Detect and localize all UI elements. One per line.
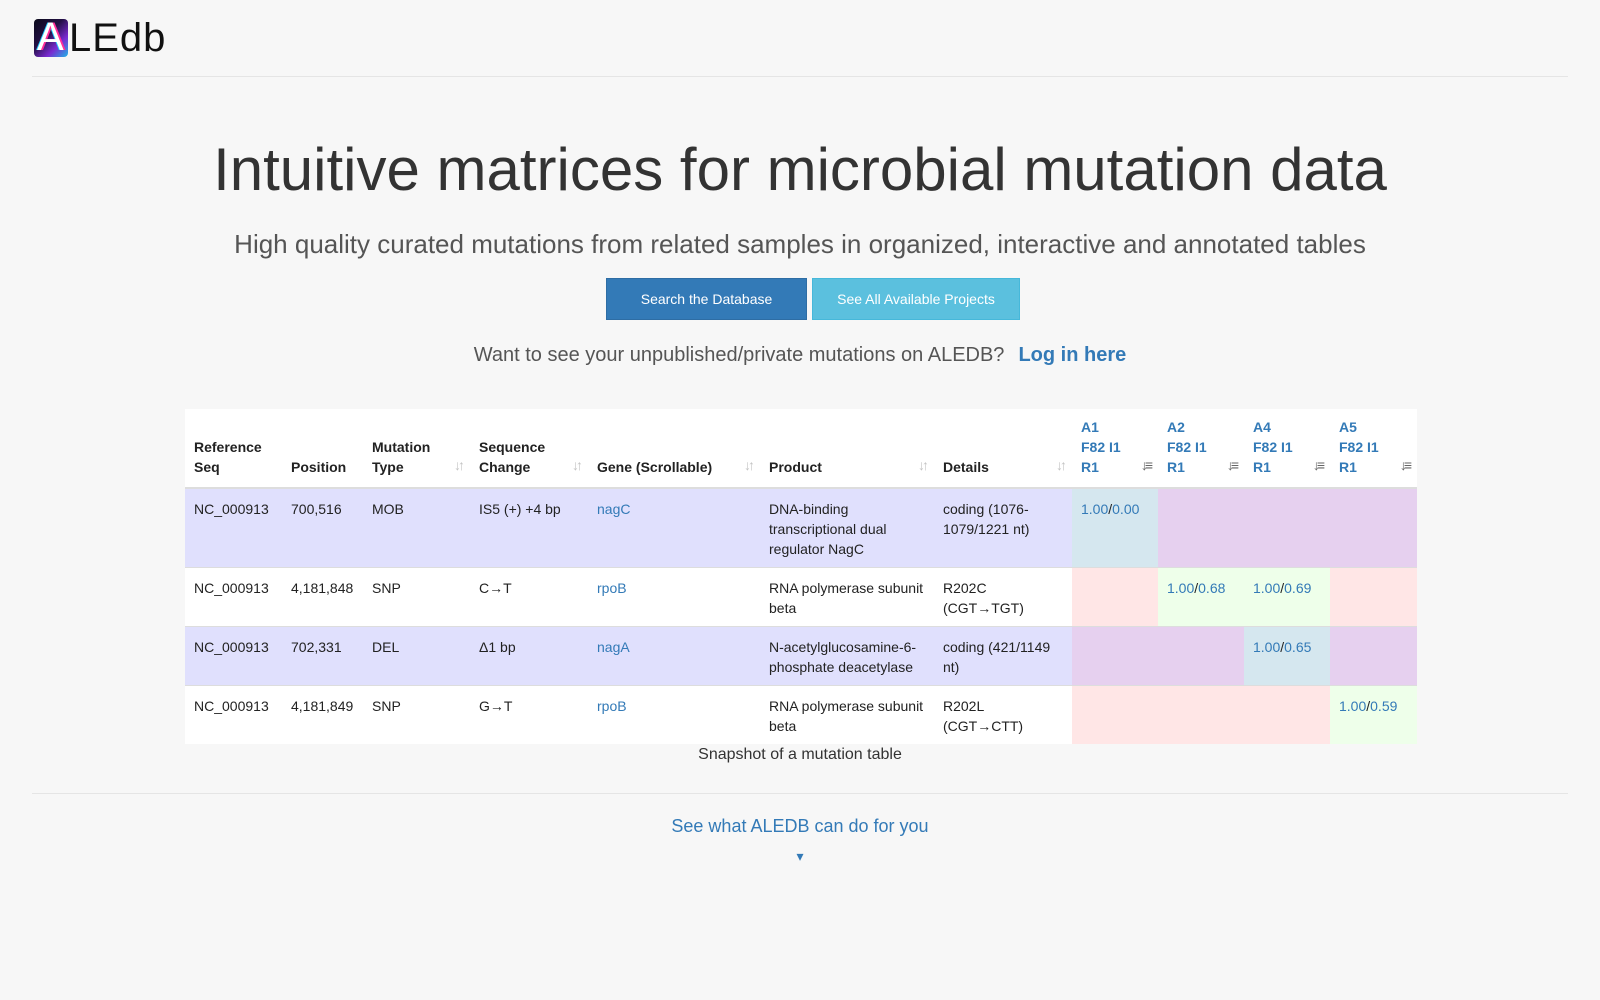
login-link[interactable]: Log in here: [1018, 344, 1127, 366]
cell-mutation-type: SNP: [363, 567, 470, 627]
top-navbar: [32, 0, 1568, 77]
cell-sequence-change: IS5 (+) +4 bp: [470, 487, 588, 568]
cell-product: RNA polymerase subunit beta: [760, 567, 934, 627]
table-row: NC_000913 700,516 MOB IS5 (+) +4 bp nagC…: [185, 487, 1417, 568]
frequency-value[interactable]: 1.00/0.00: [1081, 501, 1140, 517]
gene-link[interactable]: nagA: [597, 639, 630, 655]
hero-title: Intuitive matrices for microbial mutatio…: [213, 136, 1387, 203]
header-sample-a4[interactable]: A4 F82 I1 R1 ↓≡: [1244, 409, 1330, 489]
cell-gene: nagA: [588, 626, 760, 686]
see-what-link[interactable]: See what ALEDB can do for you: [671, 816, 929, 836]
cell-position: 4,181,849: [282, 685, 363, 744]
cell-mutation-type: SNP: [363, 685, 470, 744]
sort-icon[interactable]: ↓↑: [454, 457, 465, 473]
sort-desc-icon[interactable]: ↓≡: [1399, 457, 1412, 473]
cell-gene: rpoB: [588, 685, 760, 744]
table-row: NC_000913 4,181,849 SNP G→T rpoB RNA pol…: [185, 685, 1417, 744]
header-gene[interactable]: Gene (Scrollable) ↓↑: [588, 409, 760, 489]
header-sample-a2[interactable]: A2 F82 I1 R1 ↓≡: [1158, 409, 1244, 489]
cell-ref-seq: NC_000913: [185, 626, 282, 686]
cell-ref-seq: NC_000913: [185, 487, 282, 568]
cell-position: 700,516: [282, 487, 363, 568]
cell-details: coding (1076-1079/1221 nt): [934, 487, 1072, 568]
frequency-value[interactable]: 1.00/0.69: [1253, 580, 1312, 596]
sort-icon[interactable]: ↓↑: [1056, 457, 1067, 473]
header-sample-a5[interactable]: A5 F82 I1 R1 ↓≡: [1330, 409, 1417, 489]
header-mutation-type[interactable]: Mutation Type ↓↑: [363, 409, 470, 489]
hero-buttons: Search the Database See All Available Pr…: [606, 278, 1020, 320]
header-product[interactable]: Product ↓↑: [760, 409, 934, 489]
frequency-value[interactable]: 1.00/0.68: [1167, 580, 1226, 596]
cell-product: N-acetylglucosamine-6-phosphate deacetyl…: [760, 626, 934, 686]
table-row: NC_000913 4,181,848 SNP C→T rpoB RNA pol…: [185, 567, 1417, 627]
cell-freq-a4: 1.00/0.69: [1244, 567, 1330, 627]
section-divider: [32, 793, 1568, 794]
sort-icon[interactable]: ↓↑: [744, 457, 755, 473]
cell-freq-a1: 1.00/0.00: [1072, 487, 1158, 568]
cell-freq-a5: [1330, 626, 1417, 686]
sort-desc-icon[interactable]: ↓≡: [1226, 457, 1239, 473]
cell-details: coding (421/1149 nt): [934, 626, 1072, 686]
cell-freq-a1: [1072, 685, 1158, 744]
search-database-button[interactable]: Search the Database: [606, 278, 807, 320]
aledb-logo[interactable]: A LEdb: [34, 15, 167, 60]
cell-details: R202L (CGT→CTT): [934, 685, 1072, 744]
cell-sequence-change: C→T: [470, 567, 588, 627]
sort-icon[interactable]: ↓↑: [572, 457, 583, 473]
cell-gene: rpoB: [588, 567, 760, 627]
cell-position: 702,331: [282, 626, 363, 686]
header-details[interactable]: Details ↓↑: [934, 409, 1072, 489]
logo-mark-icon: A: [34, 15, 68, 59]
cell-ref-seq: NC_000913: [185, 685, 282, 744]
cell-product: RNA polymerase subunit beta: [760, 685, 934, 744]
cell-freq-a4: 1.00/0.65: [1244, 626, 1330, 686]
logo-text: LEdb: [69, 16, 167, 60]
cell-freq-a5: 1.00/0.59: [1330, 685, 1417, 744]
table-header-row: Reference Seq Position Mutation Type ↓↑ Seq…: [185, 409, 1417, 489]
mutation-table: Reference Seq Position Mutation Type ↓↑ Seq…: [185, 409, 1417, 744]
cell-mutation-type: DEL: [363, 626, 470, 686]
cell-sequence-change: Δ1 bp: [470, 626, 588, 686]
cell-freq-a4: [1244, 487, 1330, 568]
mutation-table-container: Reference Seq Position Mutation Type ↓↑ Seq…: [185, 409, 1417, 744]
cell-details: R202C (CGT→TGT): [934, 567, 1072, 627]
sort-desc-icon[interactable]: ↓≡: [1312, 457, 1325, 473]
cell-freq-a2: [1158, 685, 1244, 744]
gene-link[interactable]: rpoB: [597, 698, 627, 714]
gene-link[interactable]: rpoB: [597, 580, 627, 596]
frequency-value[interactable]: 1.00/0.59: [1339, 698, 1398, 714]
gene-link[interactable]: nagC: [597, 501, 631, 517]
header-position[interactable]: Position: [282, 409, 363, 489]
see-projects-button[interactable]: See All Available Projects: [812, 278, 1020, 320]
hero-subtitle: High quality curated mutations from rela…: [234, 229, 1366, 259]
cell-freq-a2: [1158, 487, 1244, 568]
cell-freq-a2: 1.00/0.68: [1158, 567, 1244, 627]
sort-icon[interactable]: ↓↑: [918, 457, 929, 473]
table-row: NC_000913 702,331 DEL Δ1 bp nagA N-acety…: [185, 626, 1417, 686]
sort-desc-icon[interactable]: ↓≡: [1140, 457, 1153, 473]
header-sequence-change[interactable]: Sequence Change ↓↑: [470, 409, 588, 489]
header-reference-seq[interactable]: Reference Seq: [185, 409, 282, 489]
table-caption: Snapshot of a mutation table: [698, 746, 902, 763]
cell-freq-a1: [1072, 626, 1158, 686]
cell-freq-a2: [1158, 626, 1244, 686]
login-prompt-text: Want to see your unpublished/private mut…: [473, 344, 1005, 366]
cell-mutation-type: MOB: [363, 487, 470, 568]
cell-sequence-change: G→T: [470, 685, 588, 744]
login-prompt: Want to see your unpublished/private mut…: [0, 344, 1600, 367]
header-sample-a1[interactable]: A1 F82 I1 R1 ↓≡: [1072, 409, 1158, 489]
cell-position: 4,181,848: [282, 567, 363, 627]
cell-freq-a4: [1244, 685, 1330, 744]
cell-ref-seq: NC_000913: [185, 567, 282, 627]
chevron-down-icon[interactable]: ▾: [796, 848, 804, 864]
frequency-value[interactable]: 1.00/0.65: [1253, 639, 1312, 655]
cell-freq-a5: [1330, 487, 1417, 568]
cell-product: DNA-binding transcriptional dual regulat…: [760, 487, 934, 568]
cell-freq-a5: [1330, 567, 1417, 627]
cell-gene: nagC: [588, 487, 760, 568]
cell-freq-a1: [1072, 567, 1158, 627]
